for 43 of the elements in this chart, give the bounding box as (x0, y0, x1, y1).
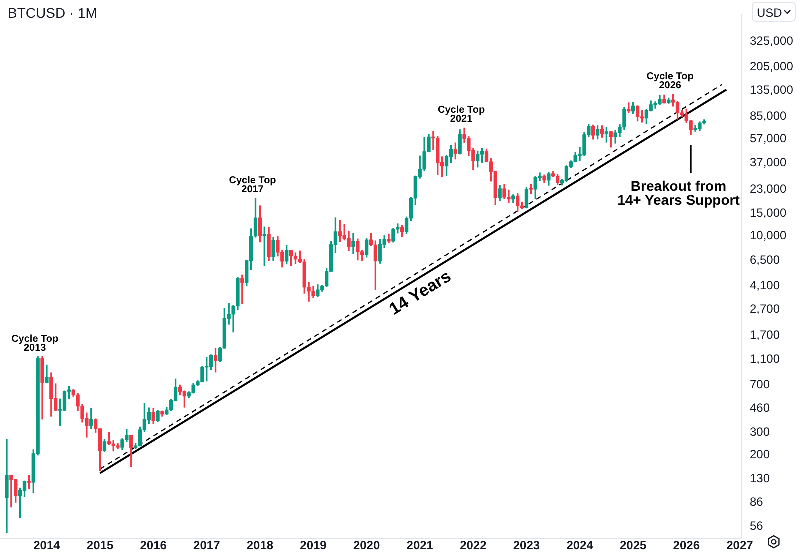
annotation: Cycle Top 2026 (646, 71, 694, 92)
x-tick-label: 2026 (673, 538, 700, 552)
x-tick-label: 2017 (194, 538, 221, 552)
y-tick-label: 1,700 (750, 328, 780, 342)
annotation: 14 Years (386, 266, 455, 319)
x-tick-label: 2021 (406, 538, 434, 552)
y-tick-label: 6,500 (750, 252, 780, 267)
y-tick-label: 10,000 (750, 228, 788, 243)
y-tick-label: 37,000 (750, 155, 788, 170)
y-tick-label: 1,100 (750, 352, 780, 366)
x-tick-label: 2016 (140, 538, 168, 552)
y-tick-label: 130 (750, 472, 770, 486)
x-tick-label: 2025 (620, 538, 648, 552)
y-tick-label: 700 (750, 378, 770, 392)
annotation: Cycle Top 2021 (438, 105, 486, 126)
x-tick-label: 2023 (513, 538, 540, 552)
y-tick-label: 4,100 (750, 278, 780, 293)
x-tick-label: 2015 (86, 538, 114, 552)
y-tick-label: 85,000 (750, 108, 788, 123)
y-tick-label: 56 (750, 518, 764, 533)
y-tick-label: 300 (750, 424, 770, 439)
x-tick-label: 2022 (460, 538, 488, 552)
chart-title: BTCUSD · 1M (8, 5, 98, 21)
y-tick-label: 86 (750, 494, 764, 509)
x-tick-label: 2019 (300, 538, 328, 552)
x-tick-label: 2024 (566, 538, 594, 552)
y-tick-label: 23,000 (750, 182, 788, 196)
annotation: Cycle Top 2017 (229, 176, 276, 196)
annotation: Cycle Top 2013 (12, 334, 59, 354)
x-tick-label: 2020 (353, 538, 380, 552)
x-tick-label: 2027 (726, 538, 754, 552)
annotation: Breakout from 14+ Years Support (618, 178, 740, 208)
y-tick-label: 205,000 (750, 60, 794, 74)
y-tick-label: 325,000 (750, 34, 794, 48)
x-tick-label: 2014 (34, 538, 61, 552)
y-tick-label: 135,000 (750, 82, 794, 97)
y-tick-label: 2,700 (750, 302, 780, 316)
y-tick-label: 460 (750, 401, 770, 416)
y-tick-label: 57,000 (750, 131, 788, 146)
y-tick-label: 200 (750, 448, 770, 462)
y-axis-title: USD (757, 6, 782, 20)
x-tick-label: 2018 (246, 538, 274, 552)
y-tick-label: 15,000 (750, 206, 788, 220)
